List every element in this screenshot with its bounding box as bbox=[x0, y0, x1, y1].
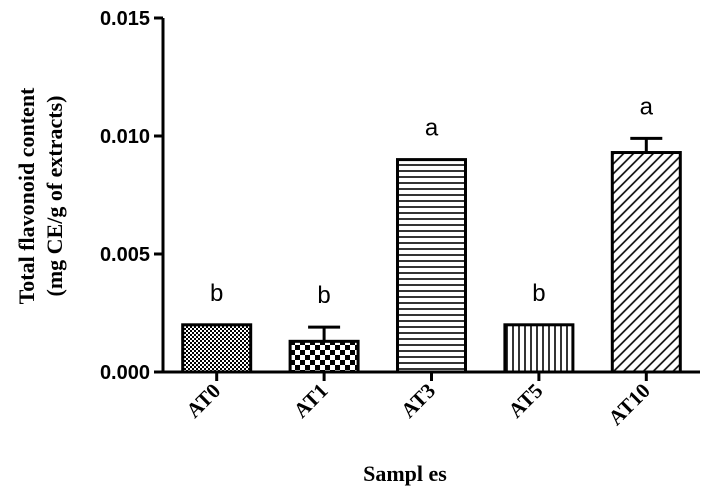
y-axis: 0.000 0.005 0.010 0.015 bbox=[100, 8, 165, 384]
x-axis: AT0 AT1 AT3 AT5 AT10 bbox=[163, 370, 700, 430]
bar-at3 bbox=[396, 158, 467, 374]
error-bar-at1 bbox=[308, 325, 341, 342]
bar-at5 bbox=[503, 323, 575, 374]
y-tick-label: 0.015 bbox=[100, 8, 150, 30]
x-tick-label: AT3 bbox=[396, 379, 440, 423]
significance-label: b bbox=[317, 282, 330, 309]
bar-at0 bbox=[181, 323, 253, 374]
y-tick-label: 0.005 bbox=[100, 244, 150, 266]
significance-label: b bbox=[532, 280, 545, 307]
significance-label: b bbox=[210, 280, 223, 307]
x-tick-label: AT10 bbox=[603, 379, 654, 430]
y-axis-title-line1: Total flavonoid content bbox=[14, 87, 39, 304]
error-bar-at10 bbox=[630, 136, 663, 153]
y-axis-title-line2: (mg CE/g of extracts) bbox=[42, 96, 67, 297]
bars: b b a b a bbox=[181, 93, 682, 374]
x-tick-label: AT1 bbox=[289, 379, 333, 423]
x-axis-title: Sampl es bbox=[363, 461, 447, 486]
x-tick-label: AT5 bbox=[504, 379, 548, 423]
y-tick-label: 0.010 bbox=[100, 126, 150, 148]
y-axis-title: Total flavonoid content (mg CE/g of extr… bbox=[14, 87, 67, 304]
bar-at10 bbox=[610, 151, 682, 374]
y-tick-label: 0.000 bbox=[100, 362, 150, 384]
significance-label: a bbox=[425, 115, 439, 142]
significance-label: a bbox=[640, 93, 654, 120]
bar-at1 bbox=[288, 339, 360, 374]
x-tick-label: AT0 bbox=[181, 379, 225, 423]
